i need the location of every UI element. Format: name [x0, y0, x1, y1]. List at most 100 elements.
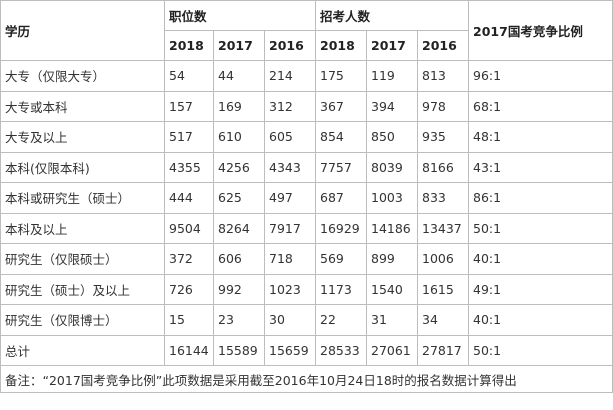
header-positions-year: 2017	[213, 30, 265, 61]
cell-positions-2018: 726	[164, 273, 214, 305]
cell-recruits-2016: 813	[416, 60, 470, 92]
table-row: 本科(仅限本科) 4355 4256 4343 7757 8039 8166 43:1	[0, 151, 613, 183]
cell-ratio: 86:1	[468, 182, 613, 214]
cell-positions-2016: 214	[264, 60, 316, 92]
cell-ratio: 43:1	[468, 151, 613, 183]
cell-education: 本科及以上	[0, 212, 165, 244]
cell-ratio: 68:1	[468, 90, 613, 122]
cell-positions-2018: 54	[164, 60, 214, 92]
table-row: 大专（仅限大专） 54 44 214 175 119 813 96:1	[0, 60, 613, 92]
cell-positions-2018: 372	[164, 243, 214, 275]
cell-recruits-2018: 569	[315, 243, 367, 275]
cell-recruits-2017: 394	[366, 90, 418, 122]
header-positions-year: 2018	[164, 30, 214, 61]
cell-recruits-2017: 14186	[366, 212, 418, 244]
table-row: 大专或本科 157 169 312 367 394 978 68:1	[0, 90, 613, 122]
cell-recruits-2016: 1006	[416, 243, 470, 275]
cell-recruits-2017: 31	[366, 304, 418, 336]
cell-positions-2017: 15589	[213, 334, 265, 366]
table-row: 本科或研究生（硕士） 444 625 497 687 1003 833 86:1	[0, 182, 613, 214]
cell-education: 本科或研究生（硕士）	[0, 182, 165, 214]
cell-recruits-2016: 27817	[416, 334, 470, 366]
cell-recruits-2016: 34	[416, 304, 470, 336]
cell-positions-2018: 517	[164, 121, 214, 153]
cell-recruits-2016: 935	[416, 121, 470, 153]
table-row: 总计 16144 15589 15659 28533 27061 27817 50:1	[0, 334, 613, 366]
header-recruits: 招考人数	[314, 0, 470, 31]
header-ratio: 2017国考竞争比例	[468, 0, 613, 61]
table-row: 研究生（硕士）及以上 726 992 1023 1173 1540 1615 49:1	[0, 273, 613, 305]
cell-positions-2017: 606	[213, 243, 265, 275]
cell-recruits-2018: 28533	[315, 334, 367, 366]
cell-recruits-2016: 978	[416, 90, 470, 122]
cell-ratio: 48:1	[468, 121, 613, 153]
cell-recruits-2016: 8166	[416, 151, 470, 183]
cell-positions-2017: 169	[213, 90, 265, 122]
cell-education: 总计	[0, 334, 165, 366]
cell-positions-2016: 497	[264, 182, 316, 214]
header-recruits-year: 2017	[366, 30, 418, 61]
cell-positions-2016: 605	[264, 121, 316, 153]
cell-ratio: 49:1	[468, 273, 613, 305]
cell-recruits-2016: 1615	[416, 273, 470, 305]
cell-positions-2018: 157	[164, 90, 214, 122]
cell-positions-2018: 4355	[164, 151, 214, 183]
header-positions: 职位数	[164, 0, 316, 31]
cell-positions-2018: 15	[164, 304, 214, 336]
cell-positions-2017: 44	[213, 60, 265, 92]
table-row: 研究生（仅限硕士） 372 606 718 569 899 1006 40:1	[0, 243, 613, 275]
table-row: 研究生（仅限博士） 15 23 30 22 31 34 40:1	[0, 304, 613, 336]
cell-recruits-2018: 854	[315, 121, 367, 153]
cell-positions-2016: 4343	[264, 151, 316, 183]
header-recruits-year: 2018	[315, 30, 367, 61]
cell-education: 研究生（仅限硕士）	[0, 243, 165, 275]
exam-statistics-table: 学历 职位数 招考人数 2017国考竞争比例 2018 2017 2016 20…	[0, 0, 613, 393]
header-education: 学历	[0, 0, 165, 61]
header-recruits-year: 2016	[416, 30, 470, 61]
cell-ratio: 40:1	[468, 304, 613, 336]
cell-ratio: 50:1	[468, 334, 613, 366]
cell-ratio: 40:1	[468, 243, 613, 275]
table-row: 大专及以上 517 610 605 854 850 935 48:1	[0, 121, 613, 153]
cell-recruits-2018: 175	[315, 60, 367, 92]
cell-positions-2016: 718	[264, 243, 316, 275]
cell-education: 研究生（仅限博士）	[0, 304, 165, 336]
cell-recruits-2017: 1540	[366, 273, 418, 305]
header-positions-year: 2016	[264, 30, 316, 61]
cell-ratio: 96:1	[468, 60, 613, 92]
cell-education: 大专或本科	[0, 90, 165, 122]
cell-recruits-2017: 119	[366, 60, 418, 92]
header-row-top: 学历 职位数 招考人数 2017国考竞争比例	[0, 0, 613, 61]
cell-positions-2016: 7917	[264, 212, 316, 244]
cell-positions-2018: 444	[164, 182, 214, 214]
cell-positions-2016: 1023	[264, 273, 316, 305]
cell-positions-2016: 312	[264, 90, 316, 122]
cell-positions-2016: 15659	[264, 334, 316, 366]
cell-education: 大专（仅限大专）	[0, 60, 165, 92]
cell-recruits-2017: 8039	[366, 151, 418, 183]
cell-education: 大专及以上	[0, 121, 165, 153]
cell-recruits-2018: 1173	[315, 273, 367, 305]
footnote: 备注：“2017国考竞争比例”此项数据是采用截至2016年10月24日18时的报…	[0, 365, 613, 393]
cell-positions-2016: 30	[264, 304, 316, 336]
cell-positions-2018: 9504	[164, 212, 214, 244]
cell-positions-2018: 16144	[164, 334, 214, 366]
cell-recruits-2017: 27061	[366, 334, 418, 366]
cell-recruits-2018: 367	[315, 90, 367, 122]
cell-recruits-2017: 850	[366, 121, 418, 153]
cell-recruits-2018: 7757	[315, 151, 367, 183]
table-row: 本科及以上 9504 8264 7917 16929 14186 13437 50:1	[0, 212, 613, 244]
cell-positions-2017: 610	[213, 121, 265, 153]
cell-positions-2017: 8264	[213, 212, 265, 244]
cell-recruits-2018: 22	[315, 304, 367, 336]
cell-recruits-2018: 687	[315, 182, 367, 214]
cell-recruits-2016: 13437	[416, 212, 470, 244]
cell-recruits-2017: 899	[366, 243, 418, 275]
cell-ratio: 50:1	[468, 212, 613, 244]
note-row: 备注：“2017国考竞争比例”此项数据是采用截至2016年10月24日18时的报…	[0, 365, 613, 393]
cell-education: 研究生（硕士）及以上	[0, 273, 165, 305]
cell-recruits-2017: 1003	[366, 182, 418, 214]
cell-positions-2017: 625	[213, 182, 265, 214]
cell-education: 本科(仅限本科)	[0, 151, 165, 183]
